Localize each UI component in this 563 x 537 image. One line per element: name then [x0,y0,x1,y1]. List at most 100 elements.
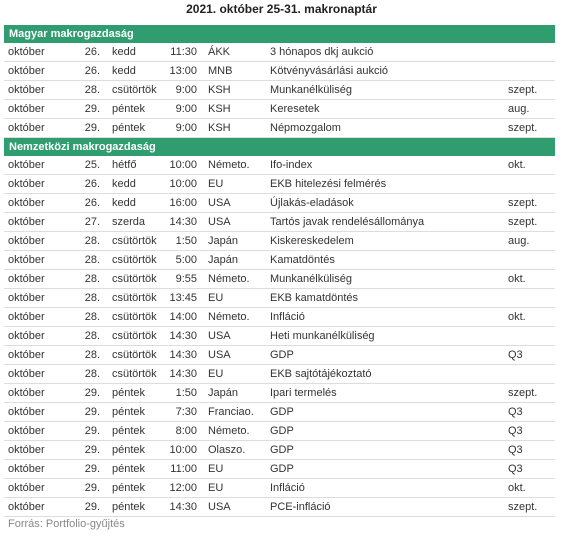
event-cell: Heti munkanélküliség [270,330,375,342]
weekday-cell: hétfő [112,159,137,171]
country-cell: KSH [208,103,231,115]
time-cell: 13:45 [169,292,197,304]
event-cell: EKB sajtótájékoztató [270,368,372,380]
event-cell: Ipari termelés [270,387,337,399]
month-cell: október [8,159,45,171]
country-cell: Olaszo. [208,444,246,456]
month-cell: október [8,387,45,399]
weekday-cell: csütörtök [112,368,157,380]
period-cell: szept. [508,197,538,209]
month-cell: október [8,84,45,96]
table-row: október 28. csütörtök 14:30 USA Heti munkanél… [4,327,555,346]
event-cell: Infláció [270,311,305,323]
event-cell: 3 hónapos dkj aukció [270,46,374,58]
table-row: október 26. kedd 10:00 EU EKB hitelezési felm… [4,175,555,194]
weekday-cell: csütörtök [112,84,157,96]
event-cell: GDP [270,444,294,456]
table-row: október 28. csütörtök 1:50 Japán Kiskereskede… [4,232,555,251]
day-cell: 25. [84,159,100,171]
country-cell: Németo. [208,273,250,285]
weekday-cell: péntek [112,444,146,456]
table-row: október 29. péntek 7:30 Franciao. GDP Q3 [4,403,555,422]
event-cell: Kiskereskedelem [270,235,354,247]
day-cell: 29. [84,387,100,399]
day-cell: 29. [84,122,100,134]
table-row: október 29. péntek 8:00 Németo. GDP Q3 [4,422,555,441]
table-row: október 28. csütörtök 13:45 EU EKB kamatdönté… [4,289,555,308]
time-cell: 14:00 [169,311,197,323]
weekday-cell: csütörtök [112,273,157,285]
title: 2021. október 25-31. makronaptár [186,2,377,16]
month-cell: október [8,482,45,494]
period-cell: okt. [508,311,526,323]
month-cell: október [8,103,45,115]
month-cell: október [8,292,45,304]
time-cell: 10:00 [169,159,197,171]
weekday-cell: péntek [112,463,146,475]
event-cell: EKB kamatdöntés [270,292,359,304]
time-cell: 14:30 [169,501,197,513]
table-row: október 28. csütörtök 9:55 Németo. Munkanélkü… [4,270,555,289]
day-cell: 28. [84,349,100,361]
month-cell: október [8,501,45,513]
event-cell: GDP [270,425,294,437]
day-cell: 26. [84,46,100,58]
day-cell: 28. [84,330,100,342]
day-cell: 28. [84,292,100,304]
table-row: október 28. csütörtök 14:30 EU EKB sajtótájék… [4,365,555,384]
event-cell: Munkanélküliség [270,273,352,285]
period-cell: okt. [508,482,526,494]
country-cell: USA [208,501,231,513]
month-cell: október [8,425,45,437]
weekday-cell: csütörtök [112,235,157,247]
month-cell: október [8,273,45,285]
day-cell: 29. [84,444,100,456]
table-row: október 29. péntek 1:50 Japán Ipari termelés s… [4,384,555,403]
country-cell: USA [208,197,231,209]
weekday-cell: csütörtök [112,292,157,304]
day-cell: 26. [84,178,100,190]
event-cell: Ifo-index [270,159,313,171]
table-row: október 25. hétfő 10:00 Németo. Ifo-index okt. [4,156,555,175]
period-cell: Q3 [508,444,523,456]
section-header: Magyar makrogazdaság [4,25,555,43]
time-cell: 8:00 [175,425,197,437]
month-cell: október [8,368,45,380]
time-cell: 14:30 [169,368,197,380]
day-cell: 29. [84,425,100,437]
country-cell: Japán [208,254,238,266]
time-cell: 10:00 [169,178,197,190]
weekday-cell: kedd [112,65,136,77]
day-cell: 29. [84,463,100,475]
country-cell: MNB [208,65,233,77]
table-row: október 28. csütörtök 9:00 KSH Munkanélkülisé… [4,81,555,100]
month-cell: október [8,197,45,209]
event-cell: PCE-infláció [270,501,331,513]
weekday-cell: csütörtök [112,311,157,323]
time-cell: 14:30 [169,330,197,342]
time-cell: 9:00 [175,122,197,134]
event-cell: Infláció [270,482,305,494]
event-cell: Keresetek [270,103,320,115]
country-cell: USA [208,349,231,361]
section-header: Nemzetközi makrogazdaság [4,138,555,156]
source: Forrás: Portfolio-gyűjtés [8,518,125,530]
time-cell: 14:30 [169,216,197,228]
table-row: október 26. kedd 11:30 ÁKK 3 hónapos dkj aukc… [4,43,555,62]
day-cell: 28. [84,254,100,266]
day-cell: 29. [84,103,100,115]
period-cell: Q3 [508,406,523,418]
period-cell: szept. [508,501,538,513]
period-cell: aug. [508,235,530,247]
weekday-cell: péntek [112,501,146,513]
weekday-cell: péntek [112,406,146,418]
country-cell: Japán [208,387,238,399]
day-cell: 26. [84,65,100,77]
time-cell: 16:00 [169,197,197,209]
period-cell: okt. [508,159,526,171]
country-cell: Németo. [208,159,250,171]
weekday-cell: péntek [112,482,146,494]
time-cell: 11:30 [170,46,197,58]
table-row: október 26. kedd 16:00 USA Újlakás-eladások sz… [4,194,555,213]
month-cell: október [8,311,45,323]
